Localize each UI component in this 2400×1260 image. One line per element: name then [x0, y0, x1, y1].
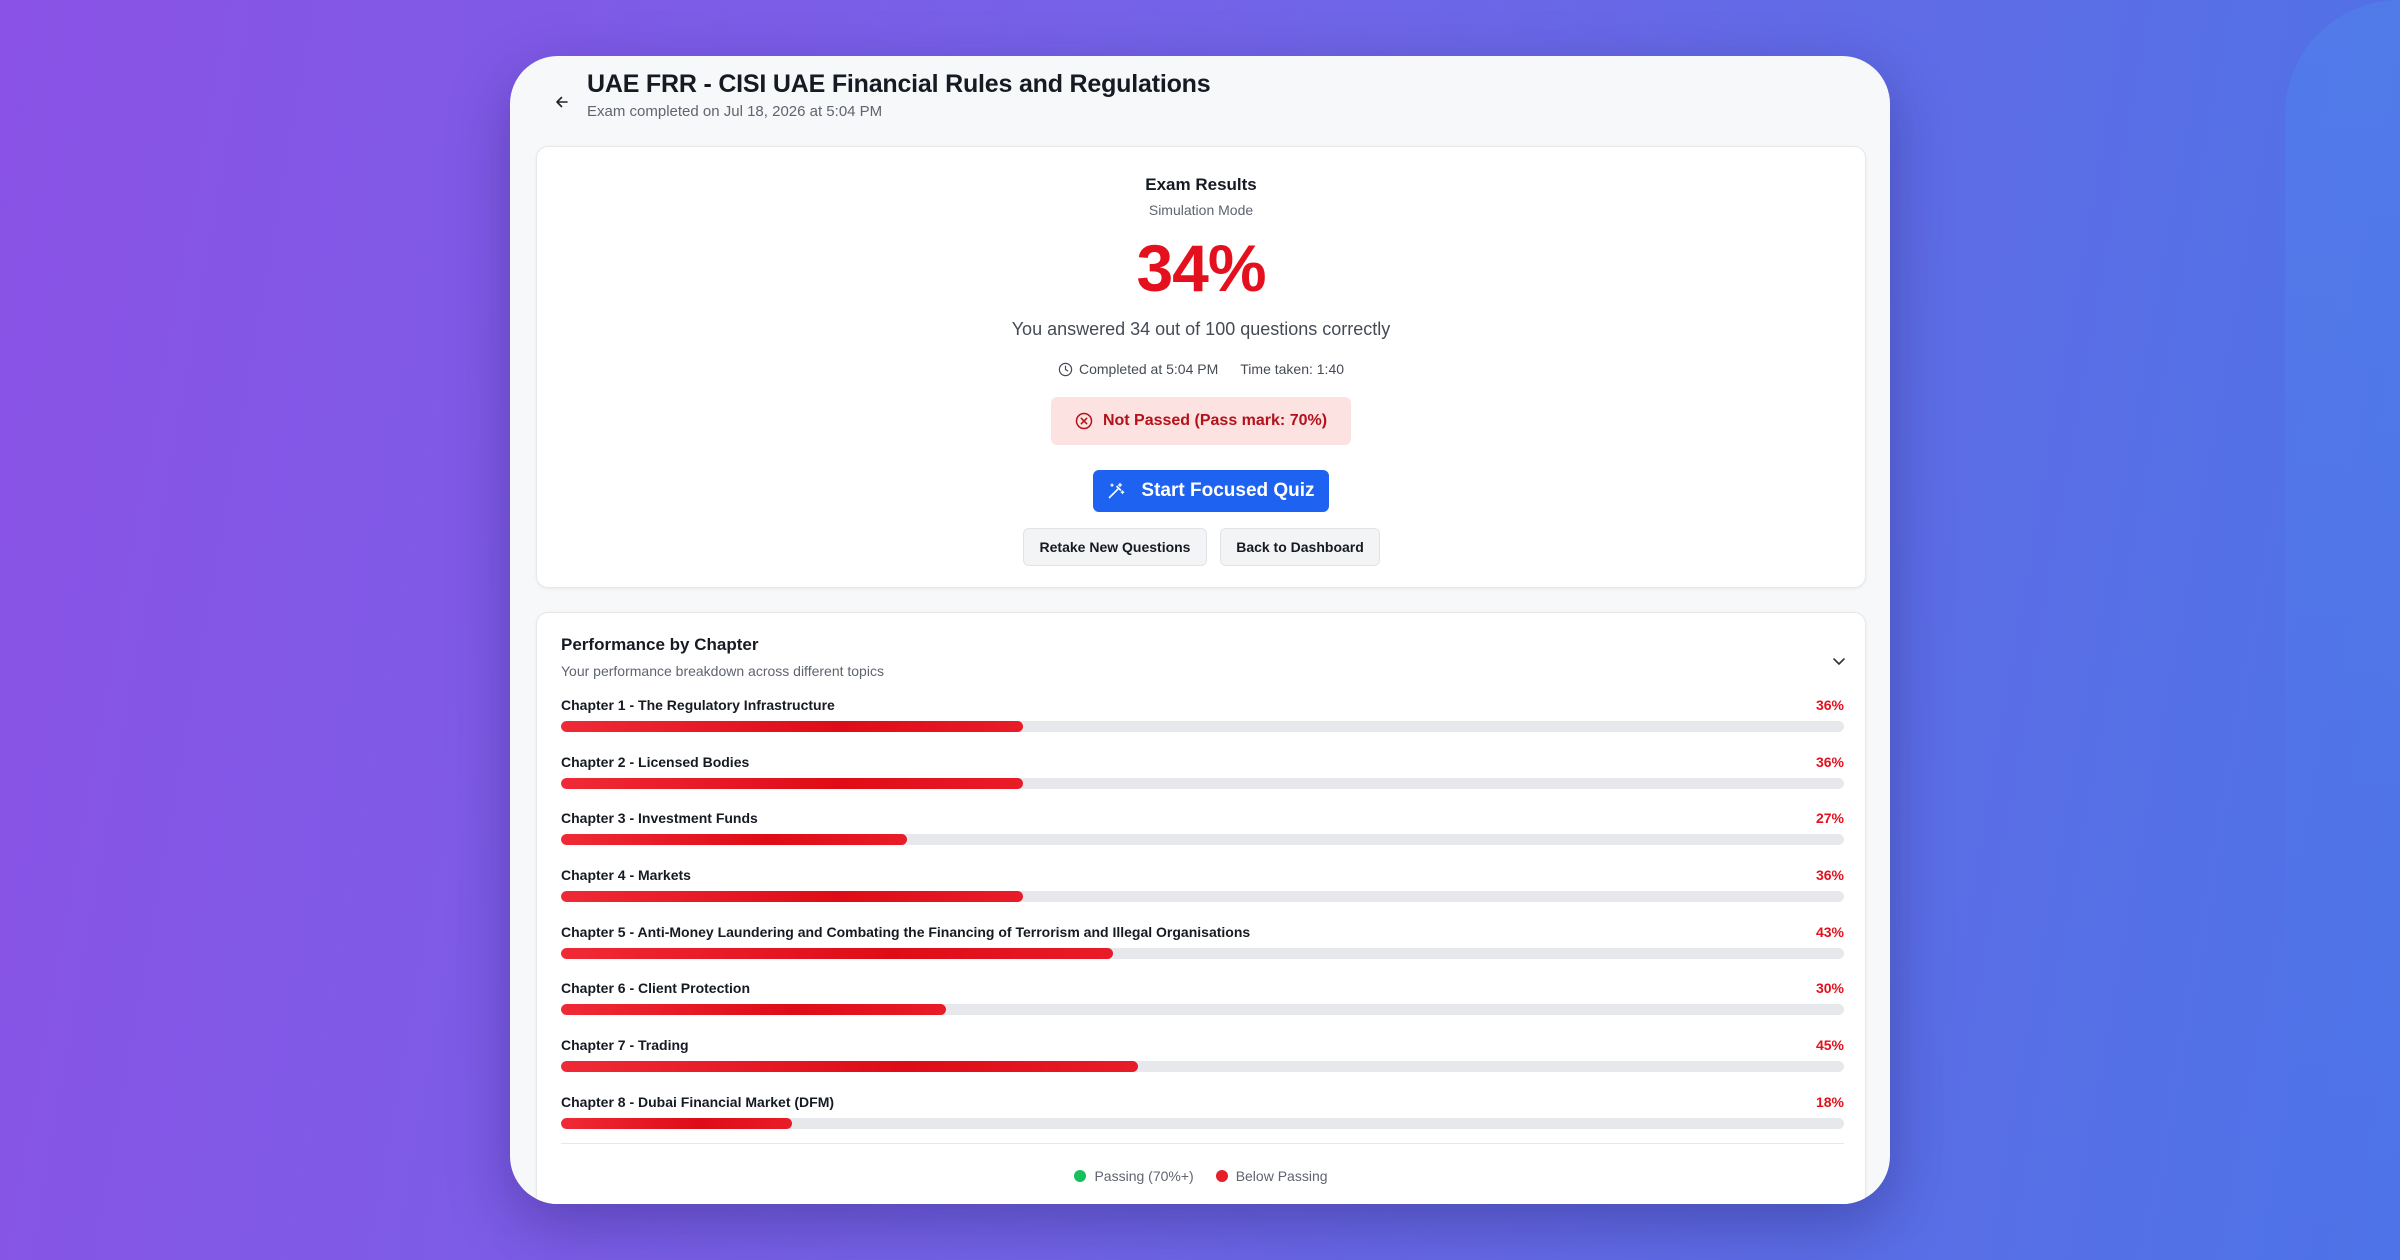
- chevron-down-icon: [1833, 658, 1845, 665]
- legend: Passing (70%+) Below Passing: [537, 1168, 1865, 1184]
- chapter-progress-track: [561, 891, 1844, 903]
- chapter-progress-track: [561, 777, 1844, 789]
- app-window: UAE FRR - CISI UAE Financial Rules and R…: [510, 56, 1890, 1204]
- chapter-progress-track: [561, 834, 1844, 846]
- start-focused-quiz-label: Start Focused Quiz: [1141, 480, 1315, 501]
- x-circle-icon: [1075, 412, 1093, 430]
- divider: [561, 1143, 1844, 1144]
- score-value: 34%: [1136, 231, 1266, 305]
- chapter-progress-fill: [561, 721, 1023, 732]
- background-shape: [2285, 0, 2400, 1260]
- legend-below: Below Passing: [1215, 1168, 1328, 1184]
- chapter-progress-fill: [561, 947, 1113, 959]
- chapter-label: Chapter 6 - Client Protection: [561, 980, 751, 997]
- exam-results-card: Exam Results Simulation Mode 34% You ans…: [536, 146, 1866, 588]
- arrow-left-icon: [556, 96, 568, 108]
- chapter-progress-fill: [561, 1117, 792, 1129]
- chapter-percent: 43%: [1815, 923, 1844, 940]
- chapter-row: Chapter 1 - The Regulatory Infrastructur…: [561, 697, 1844, 754]
- chapter-label: Chapter 1 - The Regulatory Infrastructur…: [561, 697, 835, 713]
- performance-card: Performance by Chapter Your performance …: [536, 612, 1866, 1204]
- chapter-row: Chapter 8 - Dubai Financial Market (DFM)…: [561, 1094, 1844, 1151]
- legend-passing: Passing (70%+): [1074, 1168, 1194, 1184]
- chapter-label: Chapter 5 - Anti-Money Laundering and Co…: [561, 923, 1251, 940]
- chapter-progress-fill: [561, 1061, 1139, 1073]
- retake-new-questions-button[interactable]: Retake New Questions: [1023, 528, 1207, 566]
- status-text: Not Passed (Pass mark: 70%): [1102, 412, 1328, 429]
- passing-dot-icon: [1074, 1170, 1087, 1182]
- chapter-row: Chapter 3 - Investment Funds 27%: [561, 810, 1844, 867]
- chapter-label: Chapter 4 - Markets: [561, 867, 691, 884]
- chapter-row: Chapter 6 - Client Protection 30%: [561, 980, 1844, 1037]
- chapter-progress-fill: [561, 777, 1023, 789]
- page-title: UAE FRR - CISI UAE Financial Rules and R…: [587, 70, 1211, 98]
- page-header: UAE FRR - CISI UAE Financial Rules and R…: [510, 56, 1890, 146]
- chapter-progress-track: [561, 1061, 1844, 1073]
- chapter-progress-track: [561, 947, 1844, 959]
- chapter-progress-track: [561, 1004, 1844, 1016]
- chapter-percent: 45%: [1815, 1037, 1844, 1054]
- legend-passing-label: Passing (70%+): [1094, 1168, 1194, 1184]
- chapter-percent: 36%: [1815, 867, 1844, 884]
- back-to-dashboard-button[interactable]: Back to Dashboard: [1220, 528, 1380, 566]
- clock-icon: [1058, 362, 1073, 376]
- chapter-row: Chapter 5 - Anti-Money Laundering and Co…: [561, 924, 1844, 981]
- start-focused-quiz-button[interactable]: Start Focused Quiz: [1093, 470, 1329, 512]
- chapter-progress-fill: [561, 834, 908, 846]
- chapter-row: Chapter 4 - Markets 36%: [561, 867, 1844, 924]
- collapse-button[interactable]: [1827, 649, 1851, 673]
- completed-time: Completed at 5:04 PM: [1078, 361, 1219, 377]
- chapter-label: Chapter 7 - Trading: [561, 1037, 689, 1054]
- chapter-list: Chapter 1 - The Regulatory Infrastructur…: [561, 697, 1844, 1151]
- status-badge: Not Passed (Pass mark: 70%): [1051, 397, 1351, 445]
- completion-meta: Completed at 5:04 PM Time taken: 1:40: [537, 361, 1865, 377]
- legend-below-label: Below Passing: [1235, 1168, 1328, 1184]
- chapter-percent: 27%: [1815, 810, 1844, 827]
- chapter-label: Chapter 8 - Dubai Financial Market (DFM): [561, 1093, 835, 1110]
- chapter-percent: 18%: [1815, 1093, 1844, 1110]
- magic-wand-icon: [1109, 482, 1125, 499]
- time-taken: Time taken: 1:40: [1240, 361, 1345, 377]
- chapter-progress-track: [561, 1117, 1844, 1129]
- chapter-row: Chapter 7 - Trading 45%: [561, 1037, 1844, 1094]
- page-subtitle: Exam completed on Jul 18, 2026 at 5:04 P…: [587, 103, 883, 120]
- chapter-progress-track: [561, 721, 1844, 732]
- chapter-percent: 36%: [1815, 697, 1844, 713]
- performance-subtitle: Your performance breakdown across differ…: [561, 663, 884, 679]
- performance-title: Performance by Chapter: [561, 635, 759, 654]
- chapter-percent: 36%: [1815, 753, 1844, 770]
- chapter-label: Chapter 3 - Investment Funds: [561, 810, 758, 827]
- chapter-label: Chapter 2 - Licensed Bodies: [561, 753, 750, 770]
- chapter-percent: 30%: [1815, 980, 1844, 997]
- chapter-progress-fill: [561, 1004, 946, 1016]
- results-mode: Simulation Mode: [1148, 202, 1254, 218]
- answered-summary: You answered 34 out of 100 questions cor…: [1011, 319, 1391, 339]
- back-button[interactable]: [542, 82, 582, 122]
- below-dot-icon: [1215, 1170, 1228, 1182]
- results-title: Exam Results: [1145, 175, 1257, 194]
- chapter-row: Chapter 2 - Licensed Bodies 36%: [561, 754, 1844, 811]
- chapter-progress-fill: [561, 891, 1023, 903]
